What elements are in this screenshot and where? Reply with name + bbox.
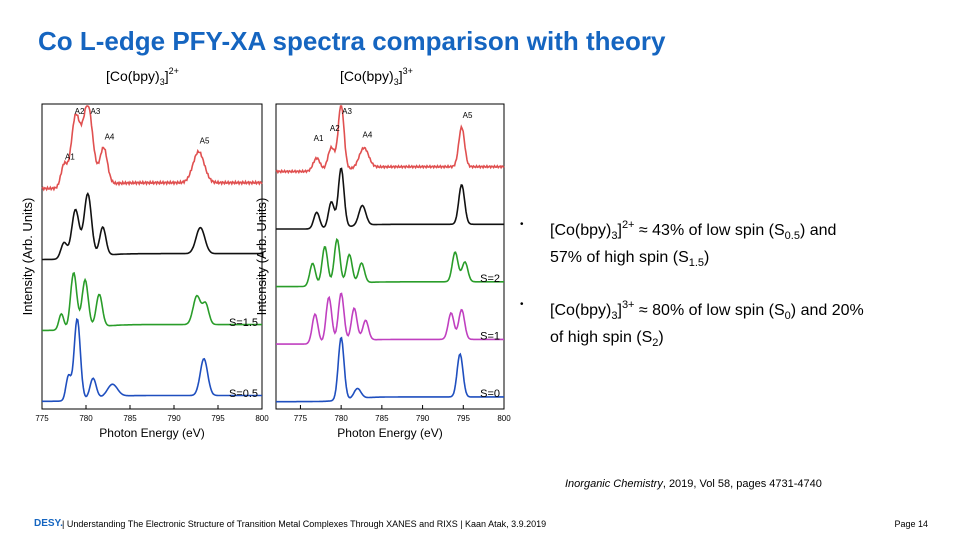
- x-tick-label: 785: [375, 414, 389, 423]
- peak-label-a4: A4: [105, 132, 115, 141]
- page-number: Page 14: [894, 519, 928, 529]
- bullet-co2plus: • [Co(bpy)3]2+ ≈ 43% of low spin (S0.5) …: [520, 214, 920, 274]
- curve-label: S=0: [480, 388, 500, 400]
- x-tick-label: 780: [334, 414, 348, 423]
- x-axis-label: Photon Energy (eV): [337, 426, 442, 440]
- peak-label-a4: A4: [363, 131, 373, 140]
- x-tick-label: 780: [79, 414, 93, 423]
- x-tick-label: 790: [416, 414, 430, 423]
- peak-label-a2: A2: [75, 107, 85, 116]
- bullet-dot: •: [520, 219, 524, 230]
- desy-logo: DESY.: [34, 518, 63, 529]
- x-tick-label: 790: [167, 414, 181, 423]
- footer: DESY. | Understanding The Electronic Str…: [0, 515, 960, 535]
- bullet-co3plus: • [Co(bpy)3]3+ ≈ 80% of low spin (S0) an…: [520, 294, 920, 354]
- slide-title: Co L-edge PFY-XA spectra comparison with…: [38, 26, 666, 56]
- peak-label-a5: A5: [463, 111, 473, 120]
- plot-frame-1: [275, 103, 505, 410]
- x-axis-label: Photon Energy (eV): [99, 426, 204, 440]
- curve-label: S=2: [480, 273, 500, 285]
- right-panel-label: [Co(bpy)3]3+: [340, 66, 413, 87]
- footer-text: | Understanding The Electronic Structure…: [62, 519, 547, 529]
- curve-label: S=1: [480, 330, 500, 342]
- spectrum-line-experiment: [275, 105, 505, 175]
- y-axis-label: Intensity (Arb. Units): [254, 198, 269, 316]
- bullet-list: • [Co(bpy)3]2+ ≈ 43% of low spin (S0.5) …: [520, 214, 920, 374]
- x-tick-label: 800: [255, 414, 269, 423]
- left-panel-label: [Co(bpy)3]2+: [106, 66, 179, 87]
- plot-frame-0: [41, 103, 263, 410]
- x-tick-label: 795: [457, 414, 471, 423]
- spectrum-line-s-0: [276, 336, 504, 403]
- spectrum-line-s-0-5: [42, 317, 262, 403]
- peak-label-a3: A3: [342, 107, 352, 116]
- bullet-dot: •: [520, 299, 524, 310]
- peak-label-a5: A5: [200, 136, 210, 145]
- spectrum-line-fit: [276, 167, 504, 230]
- curve-label: S=0.5: [229, 388, 258, 400]
- x-tick-label: 775: [35, 414, 49, 423]
- peak-label-a1: A1: [65, 153, 75, 162]
- x-tick-label: 800: [497, 414, 511, 423]
- spectrum-line-s-2: [276, 237, 504, 288]
- citation: Inorganic Chemistry, 2019, Vol 58, pages…: [565, 478, 822, 490]
- x-tick-label: 775: [294, 414, 308, 423]
- x-tick-label: 795: [211, 414, 225, 423]
- peak-label-a2: A2: [330, 124, 340, 133]
- peak-label-a3: A3: [91, 107, 101, 116]
- spectrum-line-s-1: [276, 292, 504, 345]
- spectrum-line-fit: [42, 192, 262, 261]
- y-axis-label: Intensity (Arb. Units): [20, 198, 35, 316]
- spectrum-line-s-1-5: [42, 271, 262, 332]
- curve-label: S=1.5: [229, 317, 258, 329]
- peak-label-a1: A1: [314, 134, 324, 143]
- spectrum-line-experiment: [41, 105, 263, 192]
- x-tick-label: 785: [123, 414, 137, 423]
